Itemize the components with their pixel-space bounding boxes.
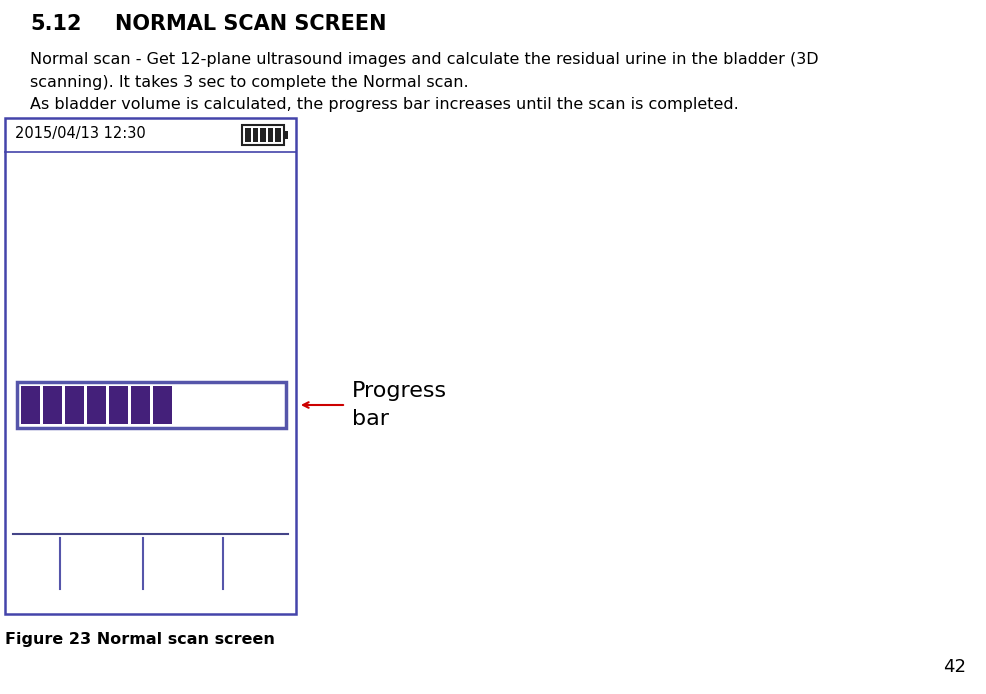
Text: 5.12: 5.12 [30,14,82,34]
Bar [87,386,106,424]
Bar [275,128,281,142]
Bar [242,125,284,145]
Text: bar: bar [352,409,389,429]
Text: NORMAL SCAN SCREEN: NORMAL SCAN SCREEN [115,14,387,34]
Bar [284,131,288,139]
Bar [43,386,62,424]
Bar [109,386,128,424]
Bar [21,386,40,424]
Bar [17,382,286,428]
Bar [131,386,150,424]
Text: 2015/04/13 12:30: 2015/04/13 12:30 [15,126,146,141]
Text: Normal scan - Get 12-plane ultrasound images and calculate the residual urine in: Normal scan - Get 12-plane ultrasound im… [30,52,818,67]
Bar [5,118,296,614]
Bar [65,386,84,424]
Text: Figure 23 Normal scan screen: Figure 23 Normal scan screen [5,632,275,647]
Bar [260,128,266,142]
Bar [245,128,250,142]
Bar [153,386,172,424]
Text: Progress: Progress [352,381,447,401]
Bar [268,128,273,142]
Bar [252,128,258,142]
Text: scanning). It takes 3 sec to complete the Normal scan.: scanning). It takes 3 sec to complete th… [30,75,468,90]
Text: As bladder volume is calculated, the progress bar increases until the scan is co: As bladder volume is calculated, the pro… [30,97,739,112]
Text: 42: 42 [943,658,966,676]
